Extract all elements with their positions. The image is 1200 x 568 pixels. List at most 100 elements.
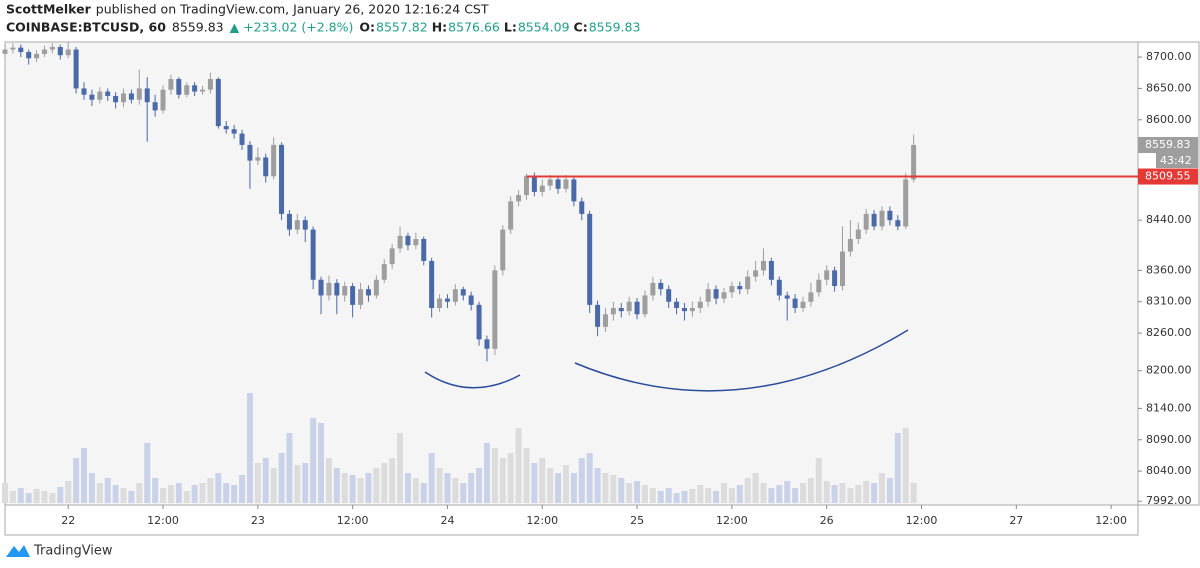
published: published on TradingView.com, January 26… bbox=[96, 2, 489, 17]
volume-bar bbox=[381, 463, 388, 503]
volume-bar bbox=[784, 481, 791, 503]
y-tick-label: 8040.00 bbox=[1146, 464, 1192, 477]
volume-bar bbox=[286, 433, 293, 503]
volume-bar bbox=[436, 468, 443, 503]
candle-body bbox=[97, 91, 103, 100]
volume-bar bbox=[594, 468, 601, 503]
volume-bar bbox=[412, 478, 419, 503]
volume-bar bbox=[689, 489, 696, 503]
candle-body bbox=[737, 286, 743, 290]
volume-bar bbox=[483, 443, 490, 503]
candle-body bbox=[365, 289, 371, 296]
level-label-bg bbox=[1138, 168, 1198, 185]
volume-bar bbox=[768, 488, 775, 503]
volume-bar bbox=[41, 491, 48, 503]
candle-body bbox=[215, 79, 221, 127]
countdown: 43:42 bbox=[1160, 154, 1192, 167]
time-axis bbox=[4, 504, 1139, 536]
candle-body bbox=[381, 264, 387, 280]
volume-bar bbox=[349, 475, 356, 503]
y-tick-label: 8200.00 bbox=[1146, 364, 1192, 377]
volume-bar bbox=[602, 473, 609, 503]
volume-bar bbox=[539, 458, 546, 503]
volume-bar bbox=[641, 485, 648, 503]
candle-body bbox=[642, 295, 648, 315]
volume-bar bbox=[404, 473, 411, 503]
candle-body bbox=[895, 220, 901, 227]
candle-body bbox=[294, 220, 300, 230]
annotation-arc bbox=[574, 329, 909, 392]
volume-bar bbox=[65, 481, 72, 503]
volume-bar bbox=[855, 485, 862, 503]
candle-body bbox=[310, 229, 316, 280]
symbol: COINBASE:BTCUSD, 60 bbox=[6, 20, 166, 35]
candle-body bbox=[200, 89, 206, 92]
volume-bar bbox=[910, 483, 917, 503]
volume-bar bbox=[389, 458, 396, 503]
volume-bar bbox=[160, 488, 167, 503]
candle-body bbox=[516, 195, 522, 202]
volume-bar bbox=[318, 423, 325, 503]
volume-bar bbox=[902, 428, 909, 503]
volume-bar bbox=[626, 483, 633, 503]
candle-body bbox=[658, 282, 664, 290]
volume-bar bbox=[618, 478, 625, 503]
candle-body bbox=[334, 282, 340, 296]
volume-bar bbox=[246, 393, 253, 503]
candle-body bbox=[452, 289, 458, 302]
volume-bar bbox=[863, 481, 870, 503]
y-tick-label: 8090.00 bbox=[1146, 433, 1192, 446]
volume-bar bbox=[792, 488, 799, 503]
candle-body bbox=[531, 176, 537, 192]
volume-bar bbox=[444, 473, 451, 503]
ohlc-label: H: bbox=[432, 20, 447, 35]
volume-bar bbox=[657, 491, 664, 503]
volume-bar bbox=[231, 485, 238, 503]
volume-bar bbox=[175, 483, 182, 503]
candle-body bbox=[587, 213, 593, 305]
candle-body bbox=[816, 279, 822, 293]
volume-bar bbox=[357, 478, 364, 503]
volume-bar bbox=[33, 489, 40, 503]
candle-body bbox=[326, 282, 332, 296]
volume-bar bbox=[9, 491, 16, 503]
volume-bar bbox=[879, 473, 886, 503]
candle-body bbox=[152, 102, 158, 111]
candle-body bbox=[34, 53, 40, 59]
candle-body bbox=[808, 292, 814, 302]
candle-body bbox=[547, 179, 553, 186]
x-tick-label: 23 bbox=[251, 514, 265, 527]
author: ScottMelker bbox=[6, 2, 92, 17]
candle-body bbox=[318, 279, 324, 296]
volume-bar bbox=[839, 483, 846, 503]
volume-bar bbox=[586, 453, 593, 503]
volume-bar bbox=[578, 458, 585, 503]
volume-bar bbox=[270, 468, 277, 503]
y-tick-label: 8440.00 bbox=[1146, 213, 1192, 226]
volume-bar bbox=[705, 488, 712, 503]
volume-bar bbox=[681, 491, 688, 503]
volume-bar bbox=[239, 475, 246, 503]
candle-body bbox=[492, 270, 498, 349]
y-tick-label: 8600.00 bbox=[1146, 113, 1192, 126]
candle-body bbox=[768, 260, 774, 280]
ohlc-value: 8576.66 bbox=[448, 20, 500, 35]
volume-bar bbox=[697, 485, 704, 503]
volume-bar bbox=[104, 478, 111, 503]
volume-bar bbox=[167, 485, 174, 503]
candle-body bbox=[634, 301, 640, 315]
y-tick-label: 8260.00 bbox=[1146, 326, 1192, 339]
candle-body bbox=[911, 144, 917, 180]
last-price: 8559.83 bbox=[172, 20, 224, 35]
candle-body bbox=[239, 133, 245, 145]
candle-body bbox=[136, 88, 142, 100]
change: ▲ +233.02 (+2.8%) bbox=[230, 20, 354, 35]
volume-bar bbox=[128, 491, 135, 503]
volume-bar bbox=[420, 483, 427, 503]
volume-bar bbox=[847, 488, 854, 503]
candle-body bbox=[255, 157, 261, 161]
volume-bar bbox=[610, 475, 617, 503]
candle-body bbox=[523, 176, 529, 196]
x-tick-label: 26 bbox=[820, 514, 834, 527]
volume-bar bbox=[2, 483, 8, 503]
